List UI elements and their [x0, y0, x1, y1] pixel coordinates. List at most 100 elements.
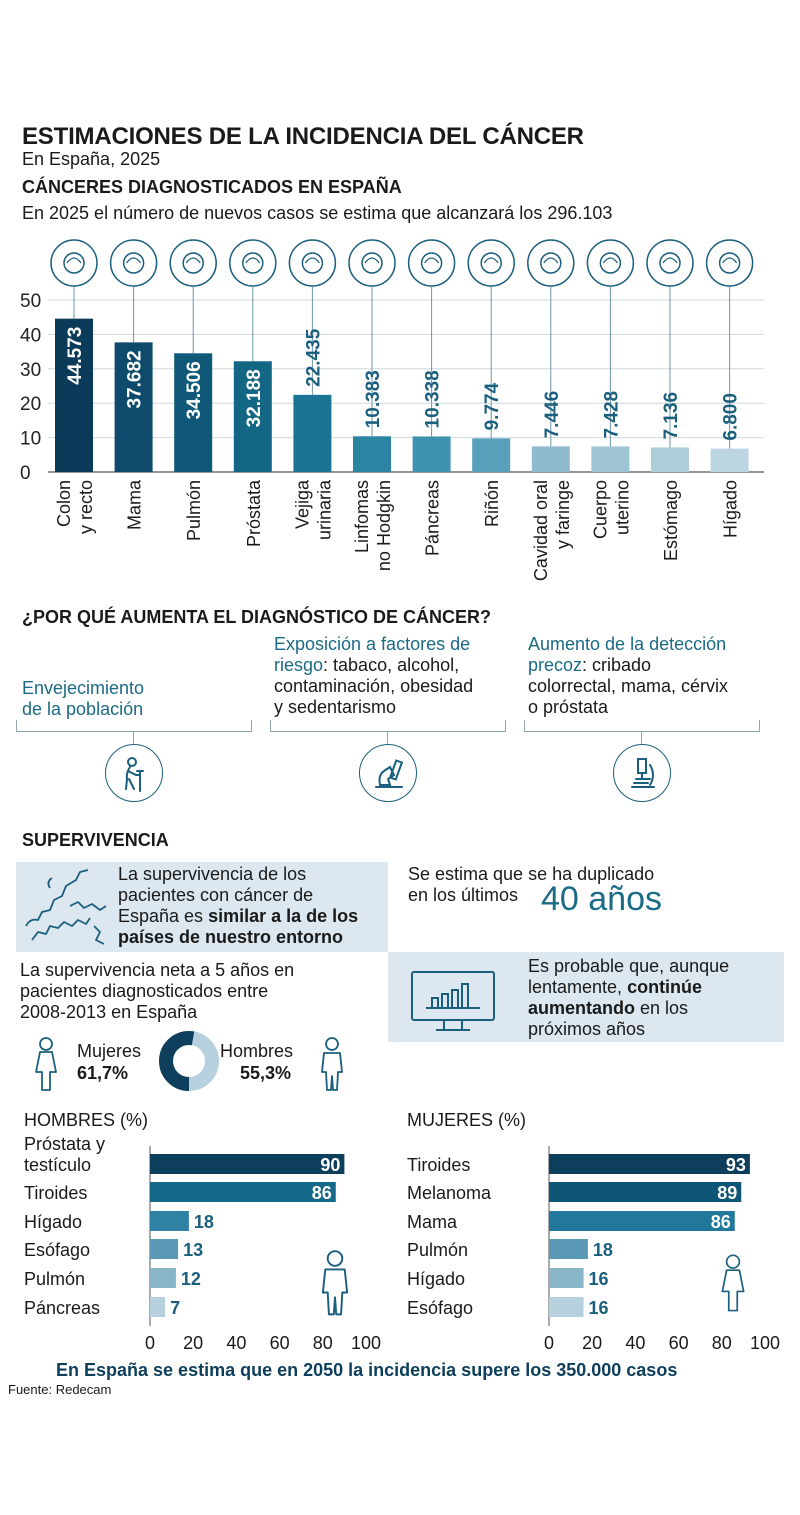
icon-glyph — [301, 252, 324, 274]
icon-circle — [348, 239, 396, 287]
icon-glyph — [182, 252, 204, 274]
survival-duplicated-line1: Se estima que se ha duplicado — [408, 864, 655, 884]
bar-próstata — [233, 361, 272, 472]
icon-circle — [586, 239, 635, 287]
reason-detection-text-line3: colorrectal, mama, cérvix — [528, 676, 729, 696]
woman-chart-icon — [721, 1254, 745, 1312]
x-tick-label: Páncreas — [423, 480, 443, 556]
survival-trend-line1: Es probable que, aunque — [528, 956, 730, 976]
category-label: Tiroides — [24, 1183, 87, 1203]
reason-aging: Envejecimiento de la población — [22, 678, 262, 720]
x-tick-label: 100 — [750, 1333, 780, 1353]
x-tick-label: 80 — [313, 1333, 333, 1353]
icon-glyph-detail — [185, 257, 201, 264]
y-tick-label: 20 — [20, 394, 41, 415]
icon-glyph-detail — [364, 257, 380, 264]
page-title: ESTIMACIONES DE LA INCIDENCIA DEL CÁNCER — [22, 123, 584, 150]
category-label: Próstata y — [24, 1134, 105, 1154]
monitor-chart-icon — [411, 971, 495, 1031]
stomach-icon — [646, 239, 694, 287]
bar-vejiga-urinaria — [293, 394, 332, 472]
icon-glyph — [480, 252, 502, 274]
x-tick-label: Linfomas — [352, 480, 372, 553]
bar-colon-y-recto — [55, 318, 93, 472]
prostate-icon — [229, 239, 277, 287]
reason-bracket-1 — [16, 720, 252, 732]
reason-aging-heading-line2: de la población — [22, 699, 144, 719]
survival-net-line2: pacientes diagnosticados entre — [20, 981, 269, 1001]
category-label: Esófago — [24, 1240, 90, 1260]
reason-risk-heading-line1: Exposición a factores de — [274, 634, 471, 654]
survival-europe-line1: La supervivencia de los — [118, 864, 307, 884]
donut-women-segment — [159, 1031, 219, 1091]
icon-circle — [646, 239, 694, 287]
pancreas-icon — [407, 239, 456, 287]
survival-trend-line2b: continúe — [627, 977, 703, 997]
men-survival-label: Hombres — [220, 1041, 294, 1061]
elderly-person-icon — [105, 744, 163, 802]
icon-glyph — [540, 252, 562, 274]
bar-value-label: 37.682 — [125, 350, 146, 408]
icon-glyph-detail — [245, 257, 261, 264]
bar-value-label: 34.506 — [184, 361, 205, 419]
hbar — [549, 1239, 588, 1259]
section-intro-incidence: En 2025 el número de nuevos casos se est… — [22, 203, 613, 223]
survival-trend-line4: próximos años — [528, 1019, 646, 1039]
x-tick-label: 40 — [226, 1333, 246, 1353]
icon-circle — [705, 239, 754, 287]
category-label: Hígado — [407, 1269, 465, 1289]
x-tick-label: Mama — [125, 479, 145, 530]
reason-detection-text-line4: o próstata — [528, 697, 609, 717]
x-tick-label: Riñón — [482, 480, 502, 527]
hbar — [549, 1297, 584, 1317]
x-tick-label: 80 — [712, 1333, 732, 1353]
footer-conclusion: En España se estima que en 2050 la incid… — [56, 1360, 678, 1380]
survival-duplicated-text: Se estima que se ha duplicado en los últ… — [408, 864, 654, 906]
bar-value-label: 32.188 — [244, 369, 265, 427]
icon-glyph — [63, 252, 85, 274]
section-title-incidence: CÁNCERES DIAGNOSTICADOS EN ESPAÑA — [22, 177, 402, 197]
reason-connector-2 — [387, 732, 388, 744]
x-tick-label: 100 — [351, 1333, 381, 1353]
icon-glyph — [599, 252, 622, 274]
hbar-value-label: 7 — [170, 1298, 180, 1318]
reason-detection-text-line2: : cribado — [582, 655, 652, 675]
category-label: Melanoma — [407, 1183, 492, 1203]
survival-forty-years: 40 años — [541, 880, 662, 918]
x-tick-label: Colon — [54, 480, 74, 527]
hbar — [150, 1297, 166, 1317]
bar-cuerpo-uterino — [591, 446, 630, 472]
icon-circle — [109, 239, 158, 287]
x-tick-label: 0 — [145, 1333, 155, 1353]
bar-value-label: 7.446 — [542, 391, 563, 439]
breast-icon — [109, 239, 158, 287]
hbar — [549, 1154, 750, 1174]
category-label: Esófago — [407, 1298, 473, 1318]
chart-title: MUJERES (%) — [407, 1110, 526, 1130]
icon-glyph-detail — [424, 257, 440, 264]
icon-glyph — [242, 252, 264, 274]
bar-mama — [114, 342, 153, 472]
bar-hígado — [710, 448, 749, 472]
risk-factors-icon — [359, 744, 417, 802]
reason-risk-text-line3: contaminación, obesidad — [274, 676, 474, 696]
hbar — [150, 1211, 189, 1231]
bar-páncreas — [412, 436, 451, 472]
reason-risk-heading-line2: riesgo — [274, 655, 324, 675]
x-tick-label: Próstata — [244, 479, 264, 547]
reason-connector-3 — [641, 732, 642, 744]
x-tick-label: Vejiga — [292, 479, 312, 529]
reason-detection-heading-line1: Aumento de la detección — [528, 634, 727, 654]
bladder-icon — [288, 239, 337, 287]
y-tick-label: 40 — [20, 325, 41, 346]
hbar — [150, 1182, 336, 1202]
icon-glyph-detail — [602, 257, 618, 264]
y-tick-label: 0 — [20, 463, 31, 484]
x-tick-label: 60 — [270, 1333, 290, 1353]
survival-net-line1: La supervivencia neta a 5 años en — [20, 960, 295, 980]
reason-detection-heading-line2: precoz — [528, 655, 583, 675]
category-label: Pulmón — [24, 1269, 85, 1289]
survival-europe-line3a: España es — [118, 906, 209, 926]
bar-value-label: 6.800 — [721, 393, 742, 441]
